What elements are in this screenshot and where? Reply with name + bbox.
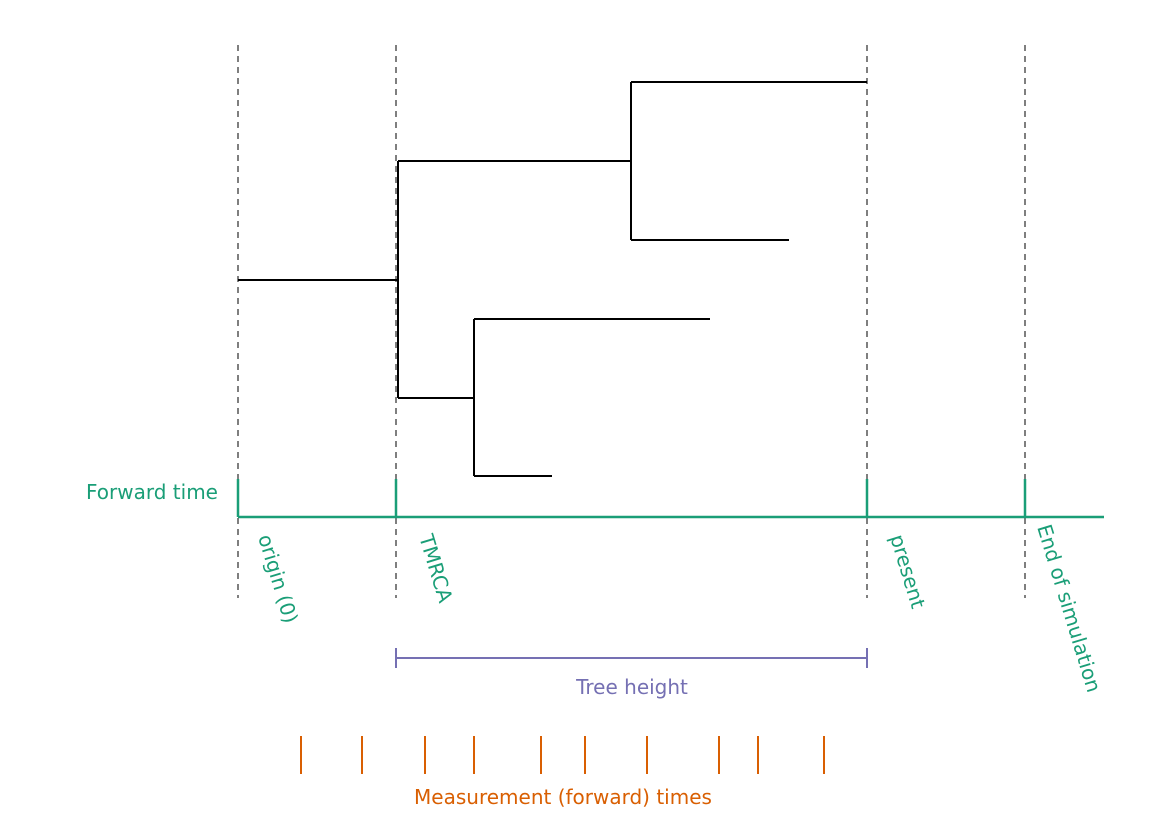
axis-label: Forward time [86, 480, 218, 504]
tmrca-label: TMRCA [414, 530, 458, 605]
tree-height-label: Tree height [575, 675, 688, 699]
end-of-simulation-label: End of simulation [1032, 521, 1106, 695]
origin-label: origin (0) [253, 531, 303, 626]
forward-time-axis: Forward time [86, 479, 1104, 519]
present-label: present [885, 531, 930, 611]
time-marker-labels: origin (0) TMRCA present End of simulati… [253, 521, 1106, 695]
phylogenetic-tree [238, 81, 867, 477]
measurement-times: Measurement (forward) times [300, 736, 825, 809]
measurement-label: Measurement (forward) times [414, 785, 712, 809]
tree-height-span: Tree height [395, 648, 868, 699]
guide-lines [237, 45, 1026, 598]
